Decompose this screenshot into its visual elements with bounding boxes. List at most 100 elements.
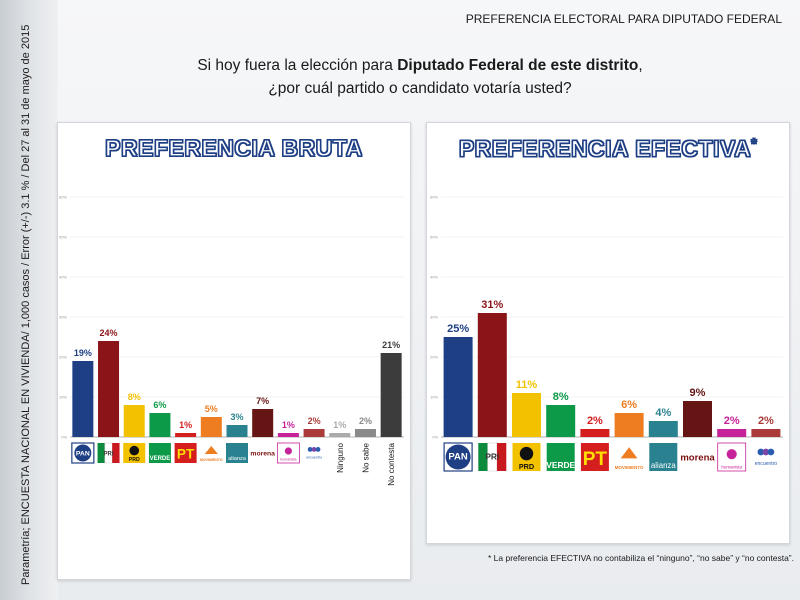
y-tick-label: 20% <box>59 355 67 360</box>
data-label-ninguno: 1% <box>333 420 346 430</box>
logo-prd-icon: PRD <box>512 443 541 471</box>
svg-text:encuentro: encuentro <box>306 456 322 460</box>
logo-pt-icon: PT <box>174 443 197 463</box>
question-line1-pre: Si hoy fuera la elección para <box>197 57 398 74</box>
bar-verde <box>546 405 576 437</box>
svg-text:alianza: alianza <box>651 461 676 470</box>
category-label-nocontesta: No contesta <box>387 442 396 485</box>
page-header-title: PREFERENCIA ELECTORAL PARA DIPUTADO FEDE… <box>465 12 782 26</box>
panel-bruta-title-text: PREFERENCIA BRUTA <box>105 134 363 161</box>
bar-pes <box>303 429 325 437</box>
bar-pes <box>751 429 781 437</box>
logo-mc-icon: MOVIMIENTO <box>615 447 644 470</box>
data-label-morena: 7% <box>256 396 269 406</box>
chart-body: 0% 10% 20% 30% 40% 50% 60% 25% PAN 31% PRI 11% PRD 8%… <box>430 195 783 472</box>
logo-morena-icon: morena <box>250 450 275 457</box>
svg-text:VERDE: VERDE <box>546 460 575 470</box>
bar-ph <box>717 429 747 437</box>
bar-mc <box>614 413 644 437</box>
svg-text:PT: PT <box>177 447 195 462</box>
svg-text:VERDE: VERDE <box>150 456 171 462</box>
data-label-ph: 2% <box>724 415 740 427</box>
bar-pan <box>443 337 473 437</box>
y-tick-label: 30% <box>430 315 438 320</box>
svg-text:encuentro: encuentro <box>755 461 778 467</box>
logo-verde-icon: VERDE <box>148 443 171 463</box>
panel-efectiva-title-mark: * <box>751 134 758 151</box>
bar-verde <box>149 413 171 437</box>
logo-ph-icon: humanista <box>717 442 747 472</box>
logo-pan-icon: PAN <box>443 442 473 472</box>
logo-pri-icon: PRI <box>478 442 507 472</box>
decorative-strip <box>0 0 58 600</box>
data-label-pan: 19% <box>74 348 92 358</box>
data-label-pt: 2% <box>587 415 603 427</box>
y-tick-label: 60% <box>430 195 438 200</box>
y-tick-label: 10% <box>59 395 67 400</box>
data-label-mc: 6% <box>621 399 637 411</box>
panel-bruta: PREFERENCIA BRUTA 0% 10% 20% 30% 40% 50% 60% 19… <box>57 122 411 580</box>
chart-body: 0% 10% 20% 30% 40% 50% 60% 19% PAN 24% PRI 8% PRD 6% V… <box>59 195 404 486</box>
bar-prd <box>512 393 541 437</box>
bar-na <box>648 421 678 437</box>
data-label-pan: 25% <box>447 323 469 335</box>
bar-morena <box>252 409 274 437</box>
bar-pri <box>98 341 120 437</box>
svg-text:PAN: PAN <box>448 452 468 463</box>
logo-mc-icon: MOVIMIENTO <box>200 446 223 462</box>
y-tick-label: 0% <box>61 435 67 440</box>
svg-text:PAN: PAN <box>76 451 90 458</box>
y-tick-label: 40% <box>59 275 67 280</box>
category-label-nosabe: No sabe <box>361 442 370 472</box>
svg-text:morena: morena <box>680 452 715 463</box>
data-label-pri: 31% <box>481 299 503 311</box>
data-label-ph: 1% <box>282 420 295 430</box>
panel-efectiva-title-text: PREFERENCIA EFECTIVA <box>458 135 752 162</box>
y-tick-label: 30% <box>59 315 67 320</box>
question-line2: ¿por cuál partido o candidato votaría us… <box>268 80 572 97</box>
data-label-pes: 2% <box>758 415 774 427</box>
logo-na-icon: alianza <box>226 443 248 463</box>
logo-pan-icon: PAN <box>71 442 95 464</box>
y-tick-label: 20% <box>430 355 438 360</box>
bar-ninguno <box>329 433 351 437</box>
bar-pt <box>175 433 197 437</box>
footnote: * La preferencia EFECTIVA no contabiliza… <box>488 553 795 563</box>
y-tick-label: 60% <box>59 195 67 200</box>
bar-na <box>226 425 248 437</box>
svg-text:PRI: PRI <box>485 452 499 462</box>
data-label-pt: 1% <box>179 420 192 430</box>
data-label-na: 4% <box>655 407 671 419</box>
y-tick-label: 10% <box>430 395 438 400</box>
data-label-pri: 24% <box>100 328 118 338</box>
logo-pes-icon: encuentro <box>306 447 322 460</box>
svg-text:alianza: alianza <box>228 456 247 462</box>
bar-ph <box>277 433 299 437</box>
y-tick-label: 50% <box>59 235 67 240</box>
data-label-mc: 5% <box>205 404 218 414</box>
bar-mc <box>200 417 222 437</box>
data-label-prd: 11% <box>516 379 538 391</box>
survey-note: Parametría; ENCUESTA NACIONAL EN VIVIEND… <box>0 0 40 600</box>
data-label-nocontesta: 21% <box>382 340 400 350</box>
logo-pes-icon: encuentro <box>755 448 778 467</box>
bar-pt <box>580 429 610 437</box>
data-label-morena: 9% <box>690 387 706 399</box>
data-label-na: 3% <box>230 412 243 422</box>
svg-text:morena: morena <box>250 450 275 457</box>
question-line1-post: , <box>638 57 643 74</box>
data-label-nosabe: 2% <box>359 416 372 426</box>
y-tick-label: 0% <box>432 435 438 440</box>
logo-pri-icon: PRI <box>97 442 120 464</box>
chart-bruta: 0% 10% 20% 30% 40% 50% 60% 19% PAN 24% PRI 8% PRD 6% V… <box>59 195 404 486</box>
svg-text:humanista: humanista <box>721 465 742 470</box>
y-tick-label: 50% <box>430 235 438 240</box>
logo-verde-icon: VERDE <box>546 443 576 471</box>
survey-note-text: Parametría; ENCUESTA NACIONAL EN VIVIEND… <box>20 24 32 585</box>
svg-text:PRD: PRD <box>519 462 534 471</box>
bar-prd <box>123 405 145 437</box>
bar-nosabe <box>354 429 376 437</box>
bar-nocontesta <box>380 353 402 437</box>
panel-bruta-title: PREFERENCIA BRUTA <box>58 134 410 162</box>
svg-text:PT: PT <box>583 449 608 470</box>
